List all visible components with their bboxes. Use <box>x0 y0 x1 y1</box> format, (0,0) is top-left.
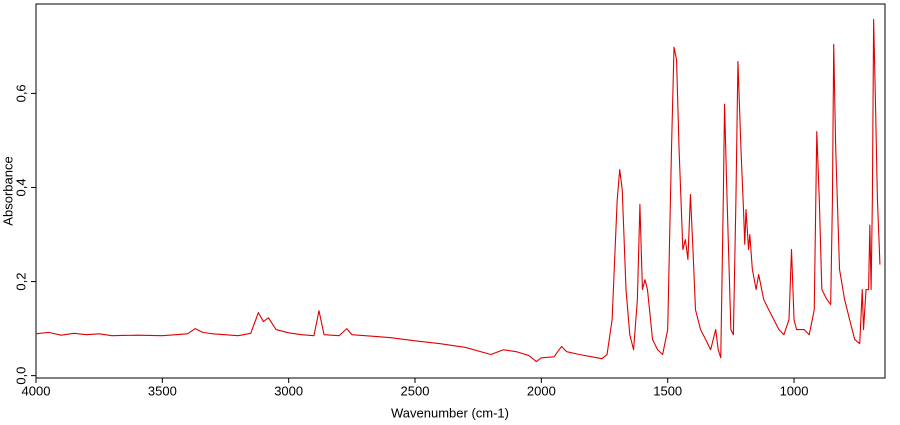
x-tick-label: 1000 <box>780 383 809 398</box>
x-axis-label: Wavenumber (cm-1) <box>391 405 509 420</box>
x-tick-label: 4000 <box>22 383 51 398</box>
x-tick-label: 3000 <box>274 383 303 398</box>
x-tick-label: 1500 <box>653 383 682 398</box>
x-tick-label: 2500 <box>401 383 430 398</box>
y-tick-label: 0,6 <box>13 84 28 102</box>
x-tick-label: 3500 <box>148 383 177 398</box>
spectrum-line <box>35 18 881 363</box>
y-tick-label: 0,2 <box>13 273 28 291</box>
x-tick-label: 2000 <box>527 383 556 398</box>
y-tick-label: 0,4 <box>13 178 28 196</box>
y-tick-label: 0,0 <box>13 367 28 385</box>
plot-frame <box>35 3 886 379</box>
y-axis-label: Absorbance <box>0 156 15 225</box>
